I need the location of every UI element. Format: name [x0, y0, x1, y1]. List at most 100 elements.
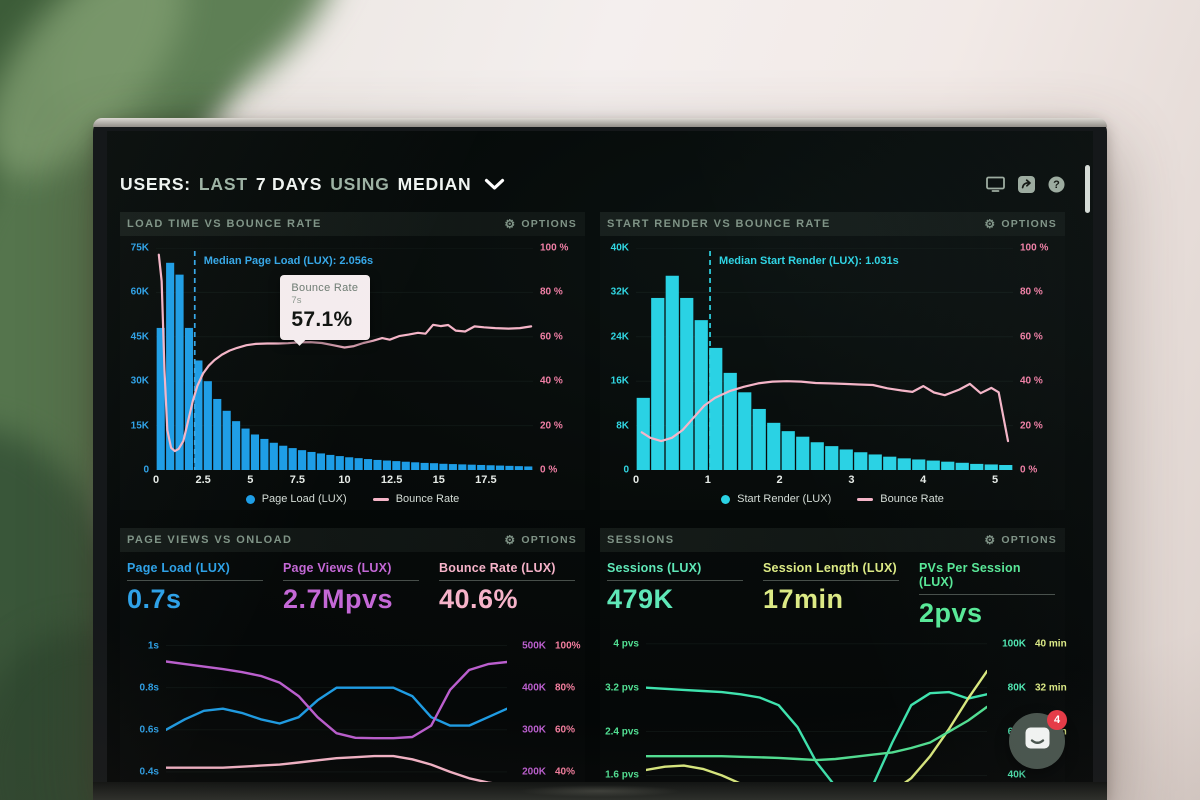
histogram-bar[interactable] [279, 445, 288, 470]
share-icon[interactable] [1018, 175, 1035, 193]
legend-item[interactable]: Bounce Rate [857, 493, 944, 505]
series-line[interactable] [646, 688, 987, 782]
histogram-bar[interactable] [999, 465, 1013, 470]
options-button[interactable]: ⚙ OPTIONS [504, 534, 577, 546]
series-line[interactable] [646, 671, 987, 782]
histogram-bar[interactable] [680, 297, 694, 470]
histogram-bar[interactable] [307, 451, 316, 470]
histogram-bar[interactable] [839, 449, 853, 470]
histogram-bar[interactable] [411, 462, 420, 470]
histogram-bar[interactable] [241, 428, 250, 470]
histogram-bar[interactable] [156, 327, 165, 470]
histogram-bar[interactable] [269, 442, 278, 470]
legend-item[interactable]: Page Load (LUX) [245, 493, 347, 505]
help-icon[interactable]: ? [1048, 176, 1065, 193]
series-line[interactable] [166, 662, 507, 739]
histogram-bar[interactable] [926, 460, 940, 470]
histogram-bar[interactable] [203, 381, 212, 470]
histogram-bar[interactable] [392, 461, 401, 470]
histogram-bar[interactable] [439, 463, 448, 470]
histogram-bar[interactable] [883, 456, 897, 470]
sessions-chart[interactable] [646, 635, 987, 782]
histogram-bar[interactable] [955, 462, 969, 470]
histogram-bar[interactable] [250, 434, 260, 470]
histogram-bar[interactable] [194, 360, 203, 470]
histogram-bar[interactable] [429, 463, 439, 470]
x-tick: 5 [991, 474, 999, 486]
histogram-bar[interactable] [345, 457, 354, 470]
bounce-rate-line[interactable] [159, 255, 531, 451]
histogram-bar[interactable] [781, 431, 795, 470]
histogram-bar[interactable] [184, 327, 194, 470]
chart-row: 1s 0.8s 0.6s 0.4s 500K 100% 400K 80% 300K 60% 200… [120, 635, 585, 782]
series-line[interactable] [646, 707, 987, 760]
bounce-rate-line[interactable] [642, 381, 1008, 441]
histogram-bar[interactable] [767, 422, 781, 470]
histogram-bar[interactable] [694, 320, 708, 470]
y-axis-left: 40K 32K 24K 16K 8K 0 [600, 243, 636, 476]
load-time-chart[interactable]: Median Page Load (LUX): 2.056s Bounce Ra… [156, 248, 533, 470]
histogram-bar[interactable] [970, 463, 984, 470]
histogram-bar[interactable] [941, 461, 955, 470]
display-icon[interactable] [986, 176, 1005, 192]
series-line[interactable] [166, 688, 507, 730]
histogram-bar[interactable] [401, 461, 410, 470]
histogram-bar[interactable] [477, 464, 486, 470]
histogram-bar[interactable] [326, 454, 335, 470]
legend-item[interactable]: Start Render (LUX) [721, 493, 831, 505]
histogram-bar[interactable] [222, 410, 231, 470]
histogram-bar[interactable] [723, 372, 737, 470]
histogram-bar[interactable] [373, 459, 382, 470]
histogram-bar[interactable] [868, 454, 882, 470]
x-tick: 4 [920, 474, 927, 486]
histogram-bar[interactable] [288, 448, 297, 470]
start-render-chart[interactable]: Median Start Render (LUX): 1.031s [636, 248, 1013, 470]
histogram-bar[interactable] [752, 408, 766, 470]
histogram-bar[interactable] [524, 466, 533, 470]
histogram-bar[interactable] [810, 442, 824, 470]
histogram-bar[interactable] [448, 464, 457, 470]
histogram-bar[interactable] [260, 438, 269, 470]
users-period-dropdown[interactable]: USERS: LAST 7 DAYS USING MEDIAN [120, 174, 505, 195]
histogram-bar[interactable] [420, 462, 429, 470]
histogram-bar[interactable] [709, 347, 723, 470]
legend-item[interactable]: Bounce Rate [372, 493, 459, 505]
axis-tick: 40K [1007, 769, 1026, 781]
histogram-bar[interactable] [897, 458, 911, 470]
chat-widget-button[interactable]: 4 [1009, 710, 1067, 769]
histogram-bar[interactable] [912, 459, 926, 470]
histogram-bar[interactable] [665, 275, 679, 470]
histogram-bar[interactable] [514, 466, 523, 470]
histogram-bar[interactable] [467, 464, 476, 470]
histogram-bar[interactable] [854, 452, 868, 470]
options-button[interactable]: ⚙ OPTIONS [984, 218, 1057, 230]
axis-tick: 60 % [540, 331, 563, 343]
histogram-bar[interactable] [984, 464, 998, 470]
histogram-bar[interactable] [316, 453, 325, 470]
options-button[interactable]: ⚙ OPTIONS [984, 534, 1057, 546]
page-views-chart[interactable] [166, 635, 507, 782]
scrollbar-thumb[interactable] [1085, 165, 1090, 213]
tooltip-subtitle: 7s [291, 294, 302, 306]
histogram-bar[interactable] [486, 465, 495, 470]
histogram-bar[interactable] [651, 297, 665, 470]
histogram-bar[interactable] [458, 464, 467, 470]
histogram-bar[interactable] [298, 450, 307, 470]
metric-bounce-rate: Bounce Rate (LUX) 40.6% [439, 561, 575, 623]
histogram-bar[interactable] [354, 458, 363, 470]
histogram-bar[interactable] [796, 436, 810, 470]
histogram-bar[interactable] [213, 398, 222, 470]
histogram-bar[interactable] [335, 456, 344, 470]
histogram-bar[interactable] [166, 262, 175, 470]
histogram-bar[interactable] [382, 460, 391, 470]
histogram-bar[interactable] [825, 446, 839, 470]
histogram-bar[interactable] [505, 465, 514, 470]
histogram-bar[interactable] [738, 392, 752, 470]
y-axis-left: 75K 60K 45K 30K 15K 0 [120, 243, 156, 476]
histogram-bar[interactable] [232, 421, 241, 470]
histogram-bar[interactable] [175, 274, 184, 470]
series-line[interactable] [166, 756, 507, 782]
histogram-bar[interactable] [364, 459, 373, 470]
options-button[interactable]: ⚙ OPTIONS [504, 218, 577, 230]
histogram-bar[interactable] [495, 465, 505, 470]
